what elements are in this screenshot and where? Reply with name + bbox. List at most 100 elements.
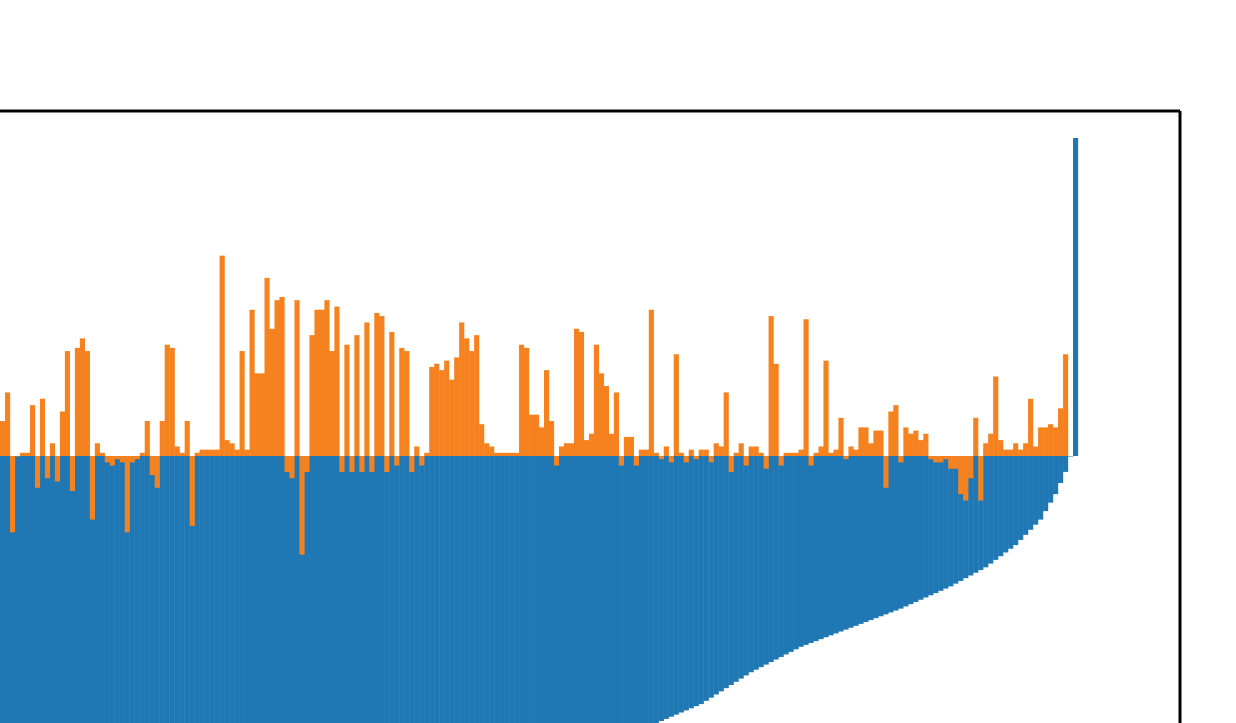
orange-bar-107 [534,414,540,456]
orange-bar-67 [334,306,340,456]
orange-bar-127 [633,456,639,466]
orange-bar-48 [239,351,245,456]
orange-bar-7 [34,456,41,488]
orange-bar-4 [19,452,26,456]
blue-bar-46 [229,456,235,723]
orange-bar-154 [768,316,774,456]
blue-bar-series [0,138,1079,723]
blue-bar-2 [9,456,16,723]
orange-bar-30 [149,456,155,476]
blue-bar-111 [553,456,560,723]
orange-bar-68 [339,456,345,472]
orange-bar-76 [379,316,385,456]
blue-bar-213 [1063,456,1069,472]
blue-bar-105 [524,456,530,723]
blue-bar-83 [414,456,420,723]
orange-bar-115 [573,328,580,456]
blue-bar-145 [723,456,729,689]
orange-bar-37 [184,421,190,456]
orange-bar-60 [299,456,305,555]
blue-bar-45 [224,456,230,723]
orange-bar-9 [44,456,51,479]
orange-bar-1 [4,392,11,456]
orange-bar-193 [963,456,969,501]
orange-bar-163 [813,452,819,456]
orange-bar-94 [469,351,475,456]
blue-bar-39 [194,456,200,723]
blue-bar-117 [583,456,590,723]
orange-bar-65 [324,300,330,456]
orange-bar-41 [204,449,210,456]
blue-bar-60 [299,456,305,723]
orange-bar-55 [274,300,280,456]
orange-bar-12 [59,411,66,456]
blue-bar-81 [404,456,410,723]
blue-bar-183 [913,456,919,602]
orange-bar-57 [284,456,290,472]
orange-bar-196 [978,456,984,501]
orange-bar-141 [703,449,709,456]
orange-bar-175 [873,430,879,456]
orange-bar-139 [693,456,699,460]
blue-bar-104 [519,456,525,723]
orange-bar-167 [833,449,839,456]
blue-bar-186 [928,456,934,596]
blue-bar-34 [169,456,175,723]
orange-bar-123 [613,392,619,456]
blue-bar-193 [963,456,969,579]
blue-bar-178 [888,456,894,613]
orange-bar-53 [264,277,270,456]
blue-bar-70 [349,456,355,723]
orange-bar-19 [94,443,100,456]
blue-bar-4 [19,456,26,723]
blue-bar-155 [773,456,779,660]
blue-bar-15 [74,456,80,723]
orange-bar-133 [663,446,669,456]
blue-bar-209 [1043,456,1049,512]
blue-bar-135 [673,456,679,715]
blue-bar-118 [588,456,595,723]
blue-bar-21 [104,456,110,723]
blue-bar-78 [389,456,395,723]
orange-bar-74 [369,456,375,472]
blue-bar-52 [259,456,265,723]
blue-bar-62 [309,456,315,723]
orange-bar-42 [209,449,215,456]
orange-bar-145 [723,392,729,456]
orange-bar-69 [344,344,350,456]
blue-bar-214 [1068,456,1074,457]
blue-bar-171 [853,456,859,626]
blue-bar-151 [753,456,759,670]
blue-bar-29 [144,456,150,723]
orange-bar-136 [678,452,684,456]
blue-bar-203 [1013,456,1019,546]
blue-bar-95 [474,456,480,723]
blue-bar-106 [529,456,535,723]
orange-bar-112 [558,446,565,456]
blue-bar-37 [184,456,190,723]
orange-bar-121 [603,386,610,456]
orange-bar-179 [893,405,899,456]
blue-bar-84 [419,456,425,723]
blue-bar-108 [539,456,545,723]
blue-bar-180 [898,456,904,609]
blue-bar-176 [878,456,884,617]
blue-bar-19 [94,456,100,723]
orange-bar-199 [993,376,999,456]
orange-bar-170 [848,446,854,456]
blue-bar-122 [608,456,615,723]
blue-bar-98 [489,456,495,723]
blue-bar-101 [504,456,510,723]
blue-bar-130 [648,456,654,723]
blue-bar-53 [264,456,270,723]
blue-bar-50 [249,456,255,723]
orange-bar-172 [858,427,864,456]
orange-bar-99 [494,452,500,456]
blue-bar-16 [79,456,85,723]
blue-bar-156 [778,456,784,657]
orange-bar-202 [1008,449,1014,456]
blue-bar-154 [768,456,774,663]
orange-bar-34 [169,347,175,456]
orange-bar-138 [688,449,694,456]
blue-bar-100 [499,456,505,723]
